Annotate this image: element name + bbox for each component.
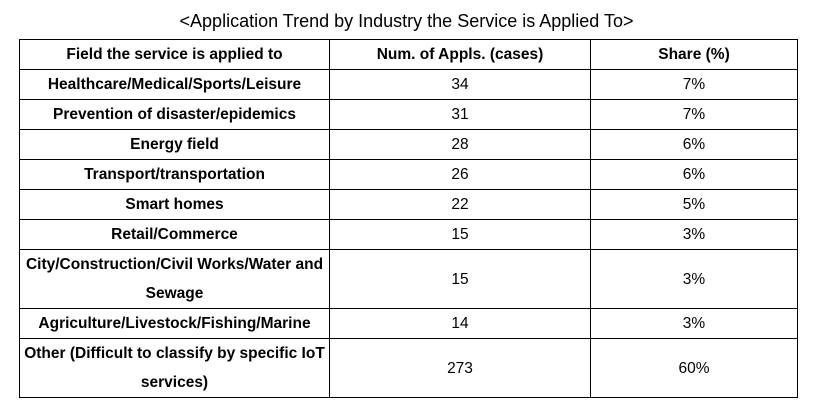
table-row: Prevention of disaster/epidemics 31 7% xyxy=(19,99,798,130)
count-cell: 31 xyxy=(329,99,591,130)
count-cell: 15 xyxy=(329,249,591,309)
table-title: <Application Trend by Industry the Servi… xyxy=(179,11,634,31)
share-cell: 6% xyxy=(590,159,798,190)
field-cell: Healthcare/Medical/Sports/Leisure xyxy=(19,69,330,100)
field-cell: Transport/transportation xyxy=(19,159,330,190)
count-cell: 26 xyxy=(329,159,591,190)
count-cell: 34 xyxy=(329,69,591,100)
share-cell: 7% xyxy=(590,69,798,100)
table-row: Energy field 28 6% xyxy=(19,129,798,160)
field-cell: Retail/Commerce xyxy=(19,219,330,250)
count-cell: 15 xyxy=(329,219,591,250)
table-row: Smart homes 22 5% xyxy=(19,189,798,220)
field-cell: Prevention of disaster/epidemics xyxy=(19,99,330,130)
share-cell: 6% xyxy=(590,129,798,160)
table-row: Other (Difficult to classify by specific… xyxy=(19,338,798,398)
header-share: Share (%) xyxy=(590,39,798,70)
table-row: City/Construction/Civil Works/Water and … xyxy=(19,249,798,309)
header-count: Num. of Appls. (cases) xyxy=(329,39,591,70)
table-row: Agriculture/Livestock/Fishing/Marine 14 … xyxy=(19,308,798,339)
field-cell: Energy field xyxy=(19,129,330,160)
count-cell: 14 xyxy=(329,308,591,339)
table-row: Healthcare/Medical/Sports/Leisure 34 7% xyxy=(19,69,798,100)
share-cell: 7% xyxy=(590,99,798,130)
header-field: Field the service is applied to xyxy=(19,39,330,70)
header-row: Field the service is applied to Num. of … xyxy=(19,39,798,70)
field-cell: Agriculture/Livestock/Fishing/Marine xyxy=(19,308,330,339)
count-cell: 22 xyxy=(329,189,591,220)
table-row: Transport/transportation 26 6% xyxy=(19,159,798,190)
count-cell: 273 xyxy=(329,338,591,398)
field-cell: City/Construction/Civil Works/Water and … xyxy=(19,249,330,309)
share-cell: 3% xyxy=(590,249,798,309)
field-cell: Other (Difficult to classify by specific… xyxy=(19,338,330,398)
count-cell: 28 xyxy=(329,129,591,160)
field-cell: Smart homes xyxy=(19,189,330,220)
share-cell: 3% xyxy=(590,308,798,339)
table-row: Retail/Commerce 15 3% xyxy=(19,219,798,250)
share-cell: 5% xyxy=(590,189,798,220)
application-trend-table: Field the service is applied to Num. of … xyxy=(19,39,798,398)
share-cell: 3% xyxy=(590,219,798,250)
share-cell: 60% xyxy=(590,338,798,398)
